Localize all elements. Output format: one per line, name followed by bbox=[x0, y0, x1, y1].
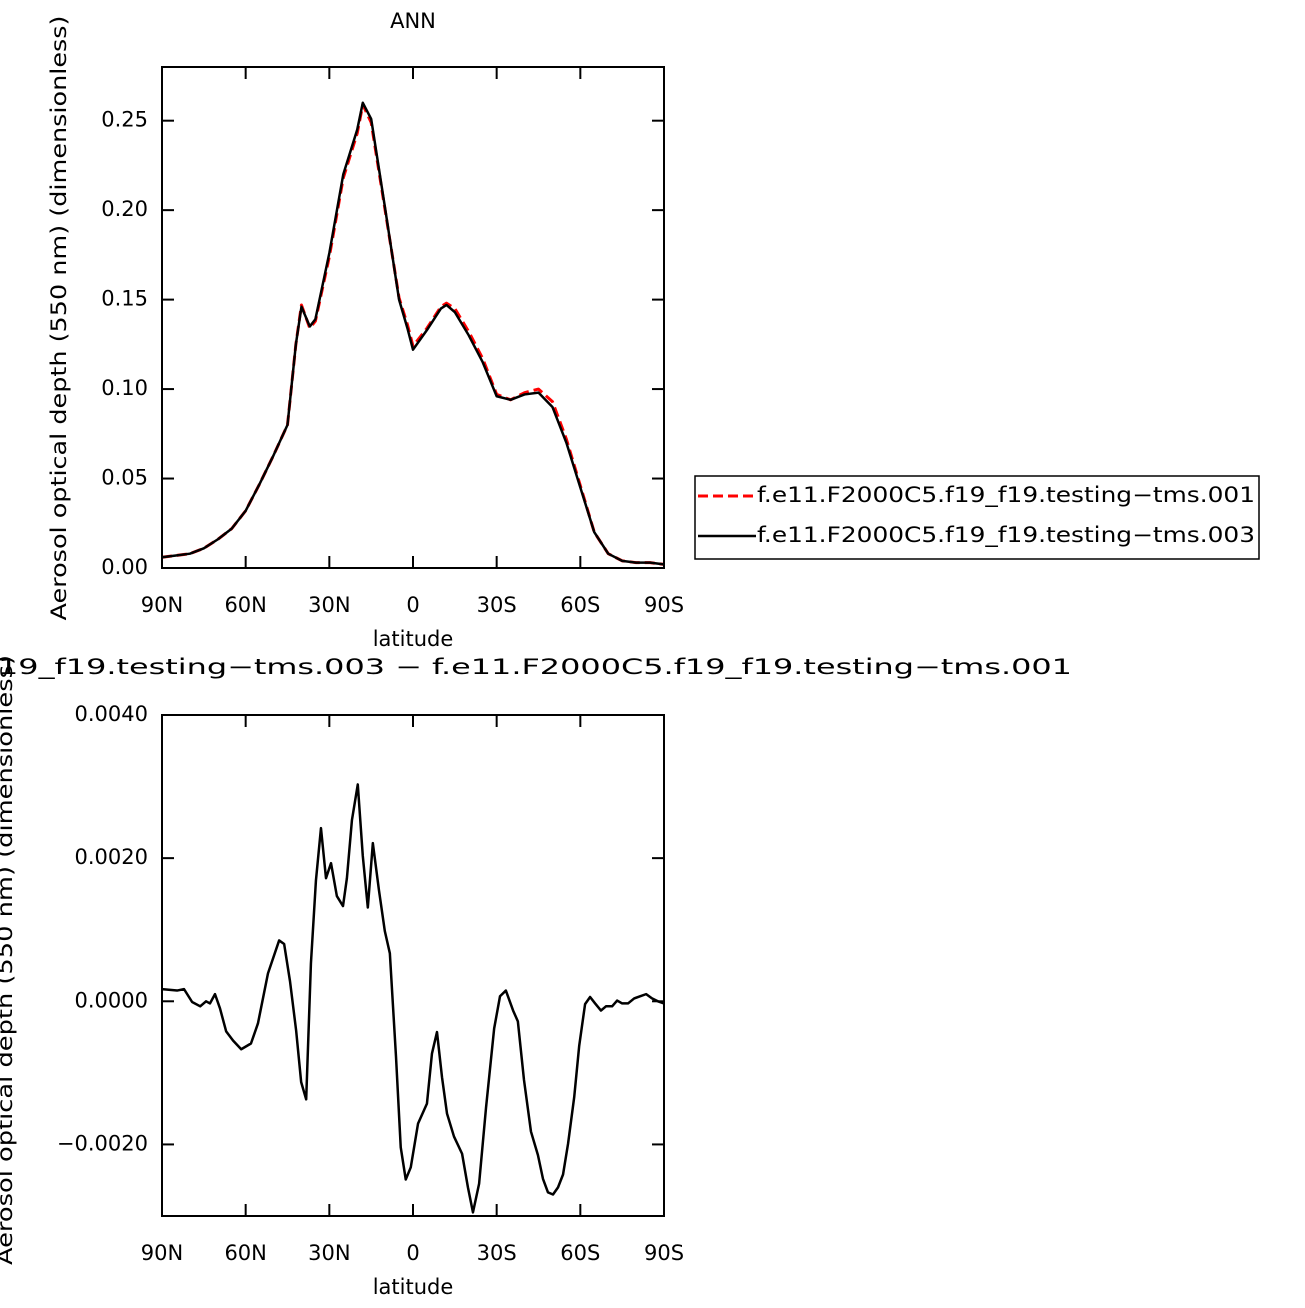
data-line bbox=[161, 783, 665, 1214]
x-tick-label: 90S bbox=[644, 593, 684, 617]
x-tick-label: 90N bbox=[141, 593, 183, 617]
x-tick-label: 30N bbox=[308, 1241, 350, 1265]
chart-title: 19_f19.testing−tms.003 − f.e11.F2000C5.f… bbox=[0, 655, 1072, 680]
y-tick-label: 0.0020 bbox=[75, 845, 148, 869]
legend-label: f.e11.F2000C5.f19_f19.testing−tms.001 bbox=[757, 483, 1255, 508]
x-tick-label: 30S bbox=[477, 593, 517, 617]
legend-label: f.e11.F2000C5.f19_f19.testing−tms.003 bbox=[757, 523, 1255, 548]
legend-box bbox=[694, 475, 1260, 560]
plot-frame bbox=[161, 714, 665, 1217]
x-tick-label: 60N bbox=[224, 1241, 266, 1265]
x-tick-label: 60S bbox=[560, 593, 600, 617]
y-tick-label: 0.0040 bbox=[75, 702, 148, 726]
y-axis-label: Aerosol optical depth (550 nm) (dimensio… bbox=[47, 16, 71, 621]
x-axis-label: latitude bbox=[373, 627, 454, 651]
x-tick-label: 60N bbox=[224, 593, 266, 617]
x-tick-label: 60S bbox=[560, 1241, 600, 1265]
y-tick-label: 0.25 bbox=[101, 108, 148, 132]
y-tick-label: 0.10 bbox=[101, 376, 148, 400]
y-tick-label: 0.05 bbox=[101, 466, 148, 490]
y-axis-label: Aerosol optical depth (550 nm) (dimensio… bbox=[0, 655, 17, 1265]
y-tick-label: 0.00 bbox=[101, 555, 148, 579]
chart-title: ANN bbox=[390, 9, 436, 33]
y-tick-label: 0.20 bbox=[101, 197, 148, 221]
y-tick-label: 0.15 bbox=[101, 287, 148, 311]
x-tick-label: 0 bbox=[406, 593, 419, 617]
data-line bbox=[161, 101, 665, 566]
y-tick-label: 0.0000 bbox=[75, 988, 148, 1012]
x-tick-label: 90N bbox=[141, 1241, 183, 1265]
x-tick-label: 30N bbox=[308, 593, 350, 617]
plot-frame bbox=[161, 66, 665, 569]
data-line bbox=[161, 103, 665, 566]
y-tick-label: −0.0020 bbox=[57, 1131, 148, 1155]
x-tick-label: 90S bbox=[644, 1241, 684, 1265]
x-axis-label: latitude bbox=[373, 1275, 454, 1299]
x-tick-label: 30S bbox=[477, 1241, 517, 1265]
x-tick-label: 0 bbox=[406, 1241, 419, 1265]
